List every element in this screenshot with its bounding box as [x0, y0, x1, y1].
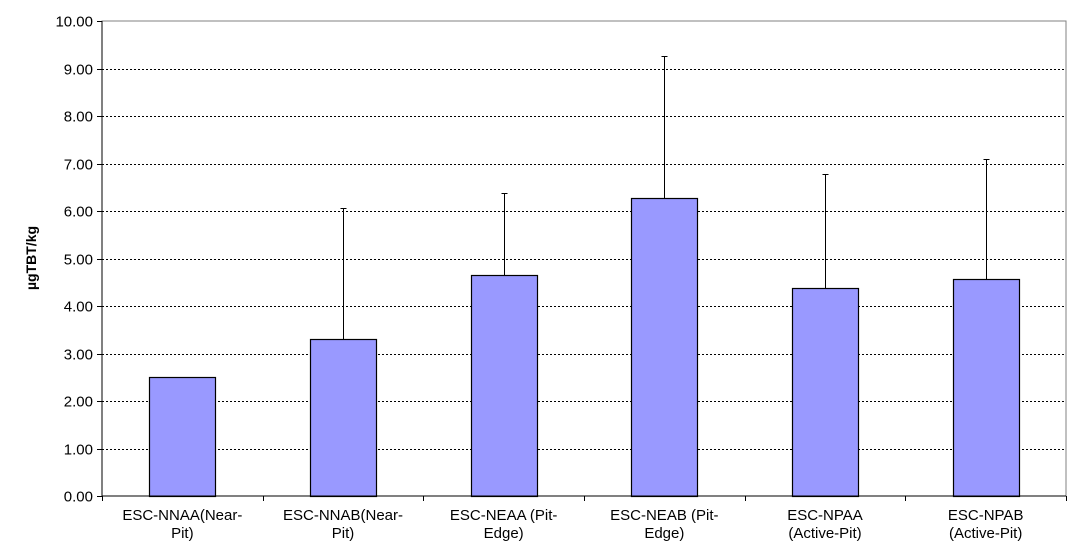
bar	[470, 274, 539, 498]
plot-background	[101, 20, 1067, 497]
category-label: ESC-NPAA (Active-Pit)	[787, 507, 863, 542]
y-axis-ticks	[97, 21, 102, 497]
y-tick-label: 2.00	[64, 394, 93, 411]
bar	[309, 338, 378, 498]
category-label: ESC-NEAB (Pit-Edge)	[610, 507, 718, 542]
gridlines	[102, 69, 1066, 450]
y-tick-label: 10.00	[55, 14, 93, 31]
y-tick-label: 4.00	[64, 299, 93, 316]
category-label: ESC-NPAB (Active-Pit)	[948, 507, 1024, 542]
y-tick-label: 9.00	[64, 62, 93, 79]
bar	[148, 376, 217, 498]
bar	[630, 197, 699, 498]
x-axis-category-labels: ESC-NNAA(Near-Pit) ESC-NNAB(Near-Pit) ESC-…	[122, 507, 1023, 542]
y-tick-label: 1.00	[64, 442, 93, 459]
y-tick-label: 5.00	[64, 252, 93, 269]
category-label: ESC-NEAA (Pit-Edge)	[450, 507, 558, 542]
error-bars	[340, 56, 990, 339]
bar	[791, 287, 860, 498]
bar	[952, 278, 1021, 498]
y-tick-label: 7.00	[64, 157, 93, 174]
x-axis-ticks	[102, 496, 1067, 501]
bars	[148, 197, 1021, 498]
y-axis-tick-labels: 0.00 1.00 2.00 3.00 4.00 5.00 6.00 7.00 8.00 9.00…	[55, 14, 93, 506]
y-tick-label: 6.00	[64, 204, 93, 221]
y-axis-title: µgTBT/kg	[23, 226, 39, 290]
y-tick-label: 0.00	[64, 489, 93, 506]
category-label: ESC-NNAB(Near-Pit)	[283, 507, 403, 542]
category-label: ESC-NNAA(Near-Pit)	[122, 507, 242, 542]
y-tick-label: 8.00	[64, 109, 93, 126]
plot-area	[97, 20, 1067, 501]
y-tick-label: 3.00	[64, 347, 93, 364]
